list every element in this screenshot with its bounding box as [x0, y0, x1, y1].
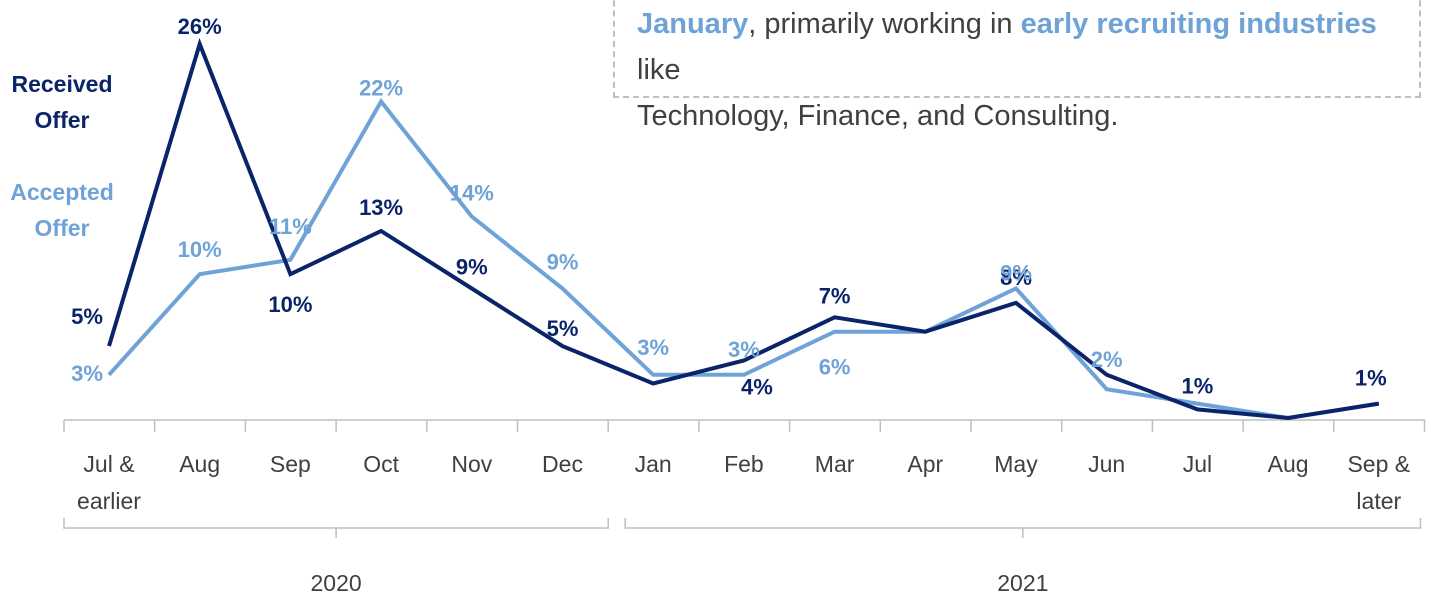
x-tick-label: Nov [451, 451, 492, 477]
received-data-label: 10% [268, 292, 312, 317]
x-tick-label: May [994, 451, 1038, 477]
accepted-data-label: 2% [1091, 347, 1123, 372]
accepted-data-label: 9% [547, 250, 579, 275]
insight-callout: January, primarily working in early recr… [613, 0, 1421, 132]
received-data-label: 9% [456, 255, 488, 280]
group-label: 2021 [997, 570, 1048, 596]
accepted-offer-line [107, 97, 1380, 421]
accepted-data-label: 3% [637, 335, 669, 360]
x-tick-label: Oct [363, 451, 399, 477]
accepted-data-label: 11% [269, 214, 312, 239]
received-offer-line [107, 37, 1380, 421]
x-tick-label: earlier [77, 488, 141, 514]
received-data-label: 26% [178, 14, 222, 39]
callout-line-2: Technology, Finance, and Consulting. [637, 100, 1119, 132]
x-tick-label: Sep [270, 451, 311, 477]
received-data-label: 1% [1182, 373, 1214, 398]
x-tick-label: Aug [1268, 451, 1309, 477]
accepted-data-label: 3% [71, 361, 103, 386]
received-data-label: 4% [741, 374, 773, 399]
accepted-data-label: 22% [359, 76, 403, 101]
x-tick-label: Sep & [1347, 451, 1410, 477]
x-tick-label: Jun [1088, 451, 1125, 477]
received-data-label: 8% [1000, 265, 1032, 290]
x-tick-label: Jan [635, 451, 672, 477]
accepted-data-label: 9% [1000, 261, 1032, 286]
received-data-label: 5% [547, 316, 579, 341]
legend-accepted-offer: Accepted Offer [10, 179, 114, 241]
received-data-label: 1% [1355, 366, 1387, 391]
received-data-label: 13% [359, 195, 403, 220]
x-tick-label: Aug [179, 451, 220, 477]
x-tick-label: Feb [724, 451, 764, 477]
x-tick-label: Jul & [83, 451, 134, 477]
x-tick-label: later [1356, 488, 1401, 514]
callout-text-1: , primarily working in [748, 8, 1021, 40]
group-bracket [624, 518, 1422, 529]
group-bracket [63, 518, 609, 529]
callout-highlight-industries: early recruiting industries [1020, 8, 1377, 40]
legend-received-offer: Received Offer [11, 71, 113, 133]
x-tick-label: Mar [815, 451, 855, 477]
received-data-label: 7% [819, 283, 851, 308]
x-tick-label: Dec [542, 451, 583, 477]
accepted-data-label: 10% [178, 237, 222, 262]
group-label: 2020 [311, 570, 362, 596]
x-tick-label: Apr [907, 451, 943, 477]
accepted-data-label: 3% [728, 337, 760, 362]
callout-highlight-january: January [637, 8, 749, 40]
received-data-label: 5% [71, 304, 103, 329]
accepted-data-label: 14% [450, 181, 494, 206]
accepted-data-label: 6% [819, 355, 851, 380]
x-tick-label: Jul [1183, 451, 1212, 477]
callout-text-2: like [637, 54, 681, 86]
